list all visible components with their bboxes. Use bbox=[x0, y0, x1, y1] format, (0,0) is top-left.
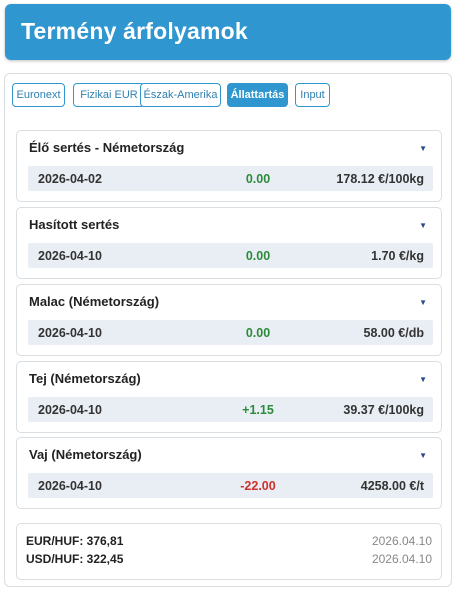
fx-row-eur: EUR/HUF: 376,81 2026.04.10 bbox=[26, 534, 432, 550]
caret-down-icon[interactable]: ▼ bbox=[419, 298, 427, 307]
tab-euronext[interactable]: Euronext bbox=[12, 83, 65, 107]
price-value: 4258.00 €/t bbox=[360, 479, 424, 493]
price-change: 0.00 bbox=[245, 249, 271, 263]
price-value: 178.12 €/100kg bbox=[336, 172, 424, 186]
price-date: 2026-04-10 bbox=[38, 249, 102, 263]
tab-allattartas[interactable]: Állattartás bbox=[227, 83, 288, 107]
price-change: +1.15 bbox=[242, 403, 274, 417]
card-title: Malac (Németország) bbox=[29, 294, 160, 309]
caret-down-icon[interactable]: ▼ bbox=[419, 375, 427, 384]
price-value: 58.00 €/db bbox=[363, 326, 424, 340]
card-title: Tej (Németország) bbox=[29, 371, 141, 386]
price-card-tej[interactable]: Tej (Németország) ▼ 2026-04-10 +1.15 39.… bbox=[16, 361, 442, 433]
caret-down-icon[interactable]: ▼ bbox=[419, 451, 427, 460]
card-title: Vaj (Németország) bbox=[29, 447, 142, 462]
price-row: 2026-04-02 0.00 178.12 €/100kg bbox=[28, 166, 433, 191]
price-value: 1.70 €/kg bbox=[371, 249, 424, 263]
price-card-vaj[interactable]: Vaj (Németország) ▼ 2026-04-10 -22.00 42… bbox=[16, 437, 442, 509]
price-value: 39.37 €/100kg bbox=[343, 403, 424, 417]
price-row: 2026-04-10 0.00 58.00 €/db bbox=[28, 320, 433, 345]
price-row: 2026-04-10 +1.15 39.37 €/100kg bbox=[28, 397, 433, 422]
price-card-hasitott-sertes[interactable]: Hasított sertés ▼ 2026-04-10 0.00 1.70 €… bbox=[16, 207, 442, 279]
tab-eszak-amerika[interactable]: Észak-Amerika bbox=[140, 83, 221, 107]
card-title: Hasított sertés bbox=[29, 217, 120, 232]
price-row: 2026-04-10 -22.00 4258.00 €/t bbox=[28, 473, 433, 498]
exchange-rates-box: EUR/HUF: 376,81 2026.04.10 USD/HUF: 322,… bbox=[16, 523, 442, 580]
price-change: 0.00 bbox=[245, 172, 271, 186]
app-header: Termény árfolyamok bbox=[5, 4, 451, 60]
price-row: 2026-04-10 0.00 1.70 €/kg bbox=[28, 243, 433, 268]
fx-row-usd: USD/HUF: 322,45 2026.04.10 bbox=[26, 552, 432, 568]
fx-eur-label: EUR/HUF: 376,81 bbox=[26, 534, 124, 548]
prices-panel: Euronext Fizikai EUR Észak-Amerika Állat… bbox=[4, 73, 452, 587]
page-title: Termény árfolyamok bbox=[21, 18, 248, 44]
price-change: -22.00 bbox=[240, 479, 276, 493]
caret-down-icon[interactable]: ▼ bbox=[419, 144, 427, 153]
fx-usd-date: 2026.04.10 bbox=[371, 552, 432, 566]
price-date: 2026-04-10 bbox=[38, 403, 102, 417]
price-date: 2026-04-02 bbox=[38, 172, 102, 186]
price-change: 0.00 bbox=[245, 326, 271, 340]
price-date: 2026-04-10 bbox=[38, 479, 102, 493]
tab-input[interactable]: Input bbox=[295, 83, 330, 107]
price-card-elo-sertes[interactable]: Élő sertés - Németország ▼ 2026-04-02 0.… bbox=[16, 130, 442, 202]
caret-down-icon[interactable]: ▼ bbox=[419, 221, 427, 230]
card-title: Élő sertés - Németország bbox=[29, 140, 185, 155]
tab-fizikai-eur[interactable]: Fizikai EUR bbox=[73, 83, 145, 107]
price-card-malac[interactable]: Malac (Németország) ▼ 2026-04-10 0.00 58… bbox=[16, 284, 442, 356]
fx-eur-date: 2026.04.10 bbox=[371, 534, 432, 548]
price-date: 2026-04-10 bbox=[38, 326, 102, 340]
fx-usd-label: USD/HUF: 322,45 bbox=[26, 552, 124, 566]
